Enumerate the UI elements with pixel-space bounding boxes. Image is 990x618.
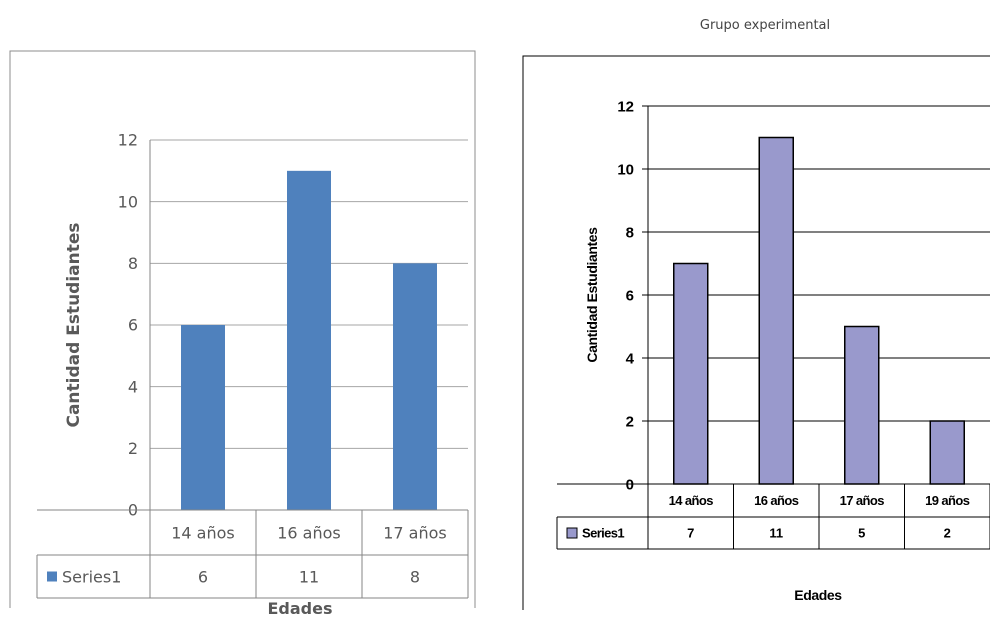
right-frame	[522, 55, 990, 610]
left-y-tick-label: 2	[128, 439, 138, 458]
left-y-tick-label: 10	[118, 192, 138, 211]
left-legend-label: Series1	[62, 567, 121, 586]
right-y-tick-label: 0	[626, 476, 634, 493]
right-y-axis-title: Cantidad Estudiantes	[584, 227, 600, 363]
left-bar	[287, 170, 331, 511]
right-data-label: 11	[769, 526, 783, 541]
left-y-tick-label: 12	[118, 131, 138, 150]
right-y-tick-label: 8	[626, 224, 634, 241]
right-x-tick-label: 16 años	[754, 493, 799, 508]
right-y-tick-label: 6	[626, 287, 634, 304]
left-data-label: 11	[299, 567, 319, 586]
left-x-axis-title: Edades	[267, 599, 332, 618]
left-bar	[181, 325, 225, 510]
right-data-label: 2	[944, 526, 951, 541]
right-x-axis-title: Edades	[794, 587, 842, 603]
left-x-tick-label: 16 años	[277, 523, 341, 542]
right-legend-key	[566, 527, 578, 539]
right-bar	[844, 325, 880, 485]
chart-caption: Grupo experimental	[699, 18, 831, 33]
right-legend-label: Series1	[582, 526, 624, 541]
right-y-tick-label: 12	[617, 98, 634, 115]
right-y-tick-label: 4	[626, 350, 635, 367]
right-x-tick-label: 19 años	[925, 493, 970, 508]
left-x-tick-label: 14 años	[171, 523, 235, 542]
left-frame	[9, 50, 476, 608]
left-y-axis-title: Cantidad Estudiantes	[64, 222, 84, 427]
left-x-tick-label: 17 años	[383, 523, 447, 542]
right-x-tick-label: 17 años	[840, 493, 885, 508]
right-x-tick-label: 14 años	[669, 493, 714, 508]
left-data-label: 6	[198, 567, 208, 586]
left-y-tick-label: 6	[128, 316, 138, 335]
right-bar	[758, 136, 794, 485]
left-legend-key	[47, 571, 57, 582]
left-y-tick-label: 8	[128, 254, 138, 273]
left-y-tick-label: 4	[128, 377, 138, 396]
right-y-tick-label: 2	[626, 413, 634, 430]
right-data-label: 7	[687, 526, 694, 541]
right-data-label: 5	[858, 526, 865, 541]
right-bar	[673, 262, 709, 485]
right-y-tick-label: 10	[617, 161, 634, 178]
left-bar	[393, 263, 437, 510]
right-bar	[929, 420, 965, 485]
left-data-label: 8	[410, 567, 420, 586]
